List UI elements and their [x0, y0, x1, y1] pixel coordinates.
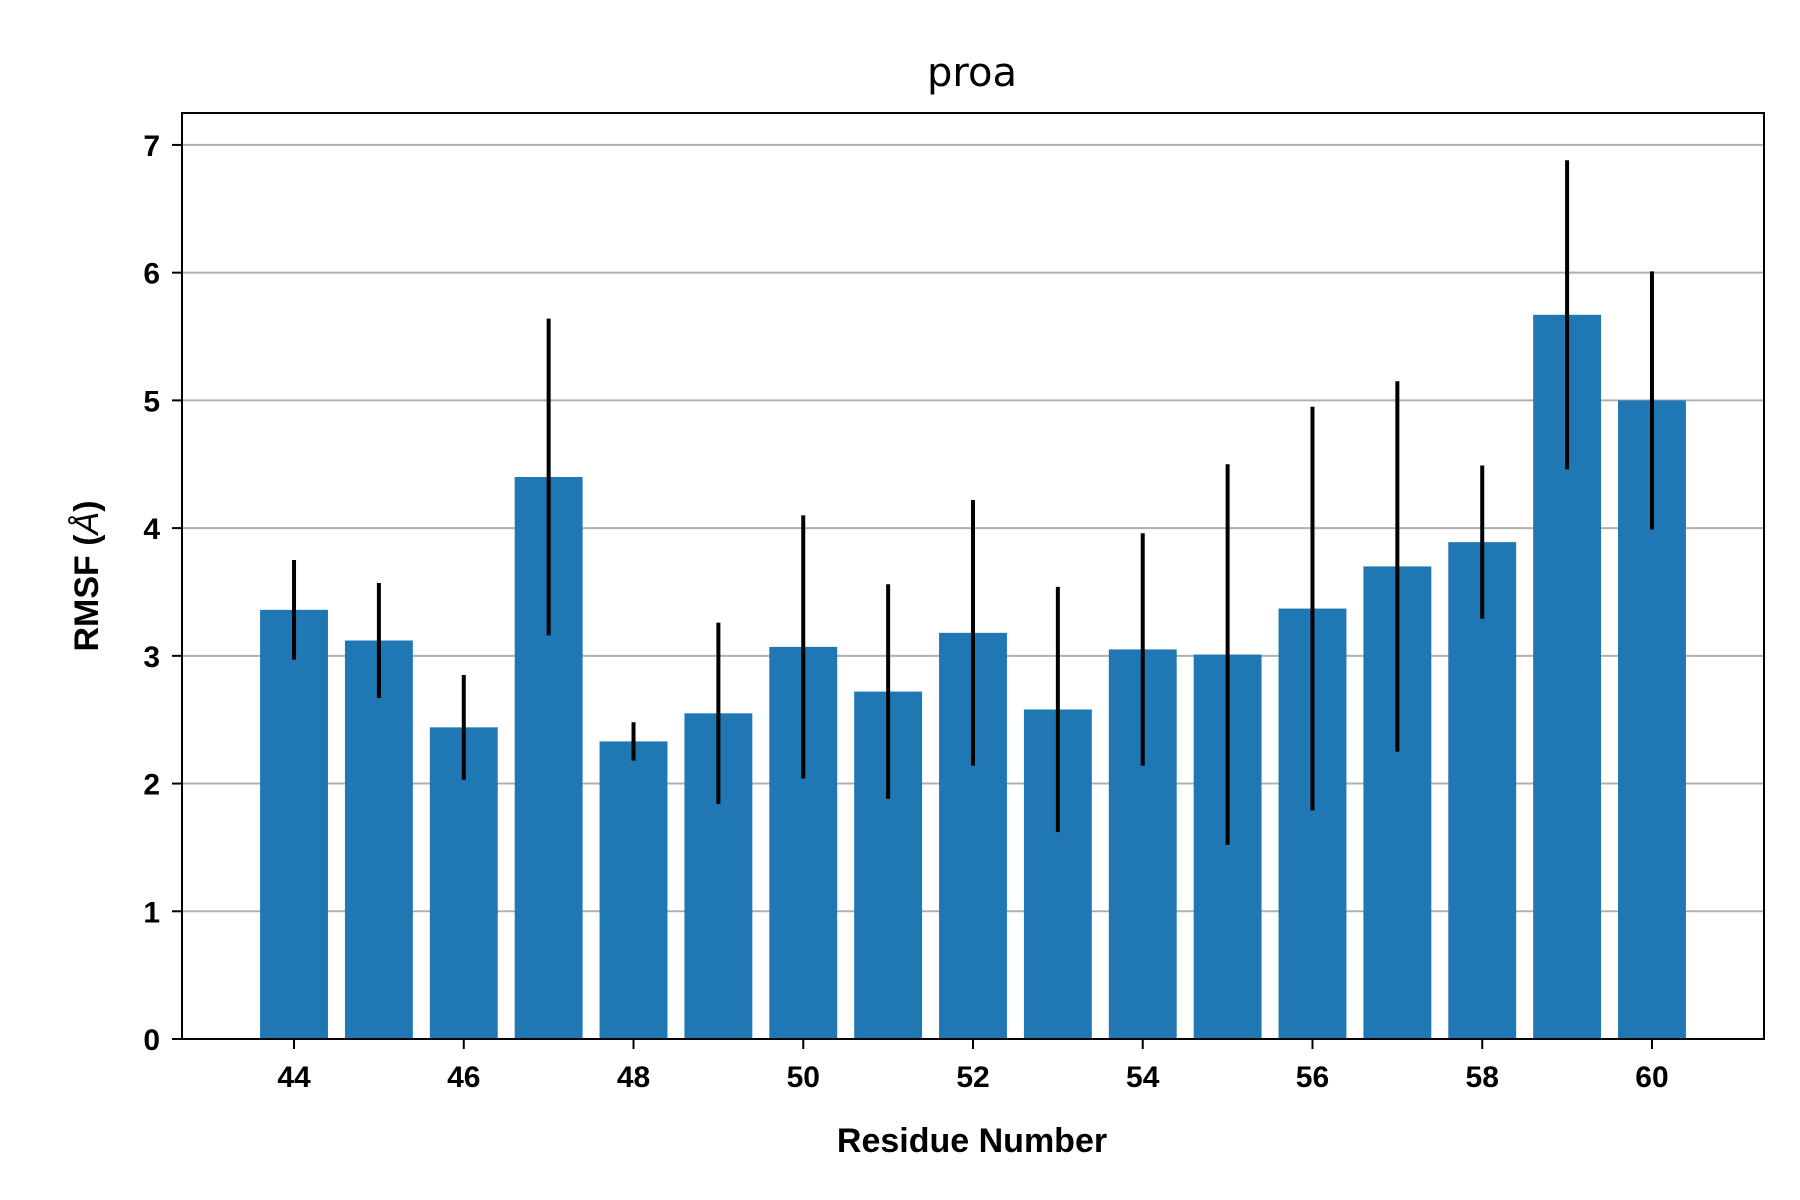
bar-residue-58 [1448, 542, 1517, 1039]
y-tick-label: 1 [143, 896, 160, 929]
error-bars-group [292, 160, 1654, 845]
x-tick-label: 48 [617, 1061, 650, 1094]
x-tick-label: 56 [1296, 1061, 1329, 1094]
chart-title: proa [927, 50, 1017, 96]
x-axis-label: Residue Number [837, 1122, 1107, 1160]
x-tick-label: 58 [1466, 1061, 1499, 1094]
y-tick-label: 2 [143, 769, 160, 802]
y-tick-label: 4 [143, 513, 160, 546]
y-axis-label-main: RMSF ( [68, 534, 106, 652]
x-axis-ticks: 44 46 48 50 52 54 56 58 60 [277, 1039, 1669, 1094]
x-tick-label: 60 [1635, 1061, 1668, 1094]
x-tick-label: 44 [277, 1061, 311, 1094]
y-tick-label: 3 [143, 641, 160, 674]
y-tick-label: 5 [143, 385, 160, 418]
y-axis-label: RMSF (Å) [68, 500, 106, 651]
x-tick-label: 52 [956, 1061, 989, 1094]
y-tick-label: 0 [143, 1024, 160, 1057]
x-tick-label: 50 [787, 1061, 820, 1094]
y-axis-label-close: ) [68, 500, 106, 511]
x-tick-label: 54 [1126, 1061, 1160, 1094]
bar-residue-48 [599, 741, 668, 1039]
y-tick-label: 7 [143, 130, 160, 163]
y-tick-label: 6 [143, 258, 160, 291]
bar-residue-44 [260, 609, 328, 1039]
y-axis-label-unit: Å [68, 512, 106, 537]
bar-residue-45 [344, 640, 413, 1039]
y-axis-ticks: 0 1 2 3 4 5 6 7 [143, 130, 182, 1057]
x-tick-label: 46 [447, 1061, 480, 1094]
bars-group [260, 314, 1686, 1040]
